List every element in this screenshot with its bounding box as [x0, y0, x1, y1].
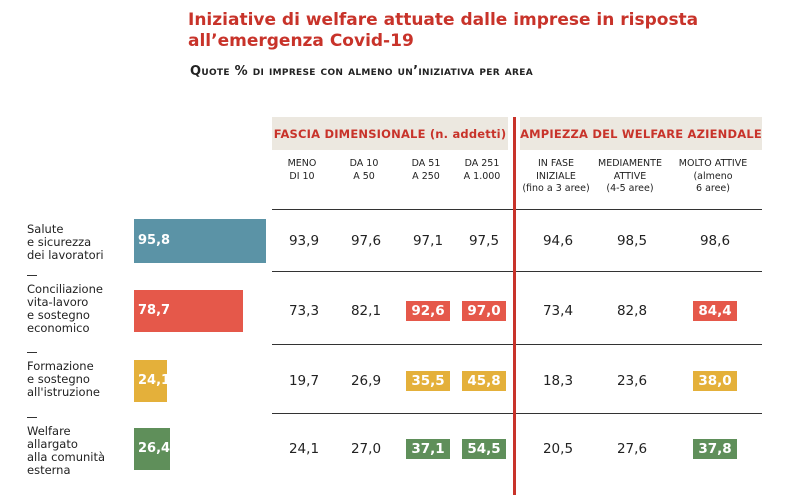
table-cell: 82,1 — [350, 303, 382, 319]
total-bar — [134, 428, 170, 470]
column-header-line: DA 10 — [349, 158, 379, 169]
column-header-line: INIZIALE — [536, 170, 576, 182]
column-header-line: MOLTO ATTIVE — [678, 158, 748, 169]
row-label-line: Welfare allargato — [27, 424, 78, 451]
table-cell: 35,5 — [406, 371, 450, 391]
row-separator-dash — [27, 417, 37, 418]
table-cell: 18,3 — [542, 373, 574, 389]
row-rule — [272, 413, 762, 414]
table-cell: 45,8 — [462, 371, 506, 391]
row-label: Conciliazione vita-lavoro e sostegno econom… — [27, 283, 122, 335]
table-cell: 37,8 — [693, 439, 737, 459]
row-separator-dash — [27, 275, 37, 276]
row-label: Salute e sicurezza dei lavoratori — [27, 223, 122, 262]
row-label-line: dei lavoratori — [27, 248, 104, 262]
row-rule — [272, 271, 762, 272]
column-header-6: MEDIAMENTE ATTIVE (4-5 aree) — [590, 158, 670, 196]
table-cell: 24,1 — [288, 441, 320, 457]
table-cell: 97,0 — [462, 301, 506, 321]
table-cell: 94,6 — [542, 233, 574, 249]
table-cell: 37,1 — [406, 439, 450, 459]
row-label-line: esterna — [27, 463, 71, 477]
header-rule — [272, 209, 762, 210]
table-cell: 27,0 — [350, 441, 382, 457]
chart-subtitle: Quote % di imprese con almeno un’iniziat… — [190, 64, 533, 79]
table-cell: 26,9 — [350, 373, 382, 389]
row-separator-dash — [27, 352, 37, 353]
row-label-line: e sostegno — [27, 372, 90, 386]
table-cell: 97,5 — [468, 233, 500, 249]
column-header-line: A 250 — [412, 170, 440, 182]
table-cell: 97,6 — [350, 233, 382, 249]
column-header-line: (almeno — [693, 170, 733, 182]
table-cell: 98,5 — [616, 233, 648, 249]
group-divider-line — [513, 117, 516, 495]
table-cell: 98,6 — [699, 233, 731, 249]
row-label-line: e sicurezza — [27, 235, 92, 249]
total-bar-label: 95,8 — [138, 233, 171, 248]
row-label-line: Salute — [27, 222, 64, 236]
total-bar-label: 78,7 — [138, 303, 171, 318]
column-header-1: MENO DI 10 — [262, 158, 342, 183]
column-header-line: DI 10 — [289, 170, 315, 182]
column-header-line: A 50 — [353, 170, 375, 182]
table-cell: 82,8 — [616, 303, 648, 319]
column-header-line: MEDIAMENTE — [598, 158, 662, 169]
column-header-4: DA 251 A 1.000 — [442, 158, 522, 183]
table-cell: 27,6 — [616, 441, 648, 457]
row-label: Welfare allargato alla comunità esterna — [27, 425, 122, 477]
row-label-line: Formazione — [27, 359, 94, 373]
column-header-line: (4-5 aree) — [606, 183, 654, 194]
total-bar-label: 26,4 — [138, 441, 171, 456]
column-header-2: DA 10 A 50 — [324, 158, 404, 183]
column-header-line: DA 251 — [464, 158, 500, 169]
table-cell: 38,0 — [693, 371, 737, 391]
group-header-size: FASCIA DIMENSIONALE (n. addetti) — [272, 117, 508, 150]
table-cell: 73,4 — [542, 303, 574, 319]
column-header-line: A 1.000 — [463, 170, 501, 182]
column-header-7: MOLTO ATTIVE (almeno 6 aree) — [673, 158, 753, 196]
column-header-line: MENO — [287, 158, 317, 169]
table-cell: 23,6 — [616, 373, 648, 389]
table-cell: 97,1 — [412, 233, 444, 249]
column-header-line: (fino a 3 aree) — [522, 183, 590, 194]
total-bar — [134, 219, 266, 263]
column-header-line: DA 51 — [411, 158, 441, 169]
column-header-line: IN FASE — [537, 158, 575, 169]
row-label: Formazione e sostegno all'istruzione — [27, 360, 122, 399]
row-label-line: economico — [27, 321, 90, 335]
table-cell: 19,7 — [288, 373, 320, 389]
row-rule — [272, 344, 762, 345]
table-cell: 84,4 — [693, 301, 737, 321]
table-cell: 73,3 — [288, 303, 320, 319]
column-header-line: ATTIVE — [613, 170, 647, 182]
row-label-line: all'istruzione — [27, 385, 100, 399]
row-label-line: e sostegno — [27, 308, 90, 322]
group-header-welfare: AMPIEZZA DEL WELFARE AZIENDALE — [520, 117, 762, 150]
table-cell: 93,9 — [288, 233, 320, 249]
row-label-line: alla comunità — [27, 450, 106, 464]
row-label-line: Conciliazione — [27, 282, 103, 296]
chart-title: Iniziative di welfare attuate dalle impr… — [188, 10, 699, 51]
column-header-5: IN FASE INIZIALE (fino a 3 aree) — [516, 158, 596, 196]
table-cell: 20,5 — [542, 441, 574, 457]
table-cell: 92,6 — [406, 301, 450, 321]
row-label-line: vita-lavoro — [27, 295, 89, 309]
total-bar — [134, 360, 167, 402]
total-bar-label: 24,1 — [138, 373, 171, 388]
total-bar — [134, 290, 243, 332]
table-cell: 54,5 — [462, 439, 506, 459]
column-header-line: 6 aree) — [696, 183, 730, 194]
column-header-3: DA 51 A 250 — [386, 158, 466, 183]
